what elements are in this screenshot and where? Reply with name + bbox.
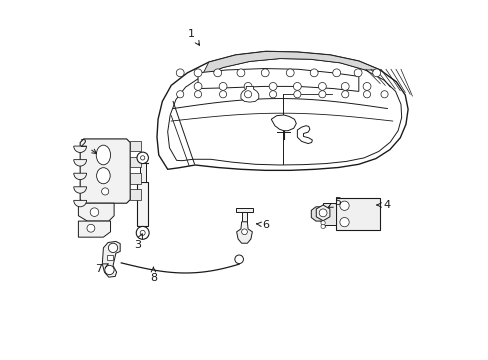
- Polygon shape: [241, 212, 247, 222]
- Polygon shape: [78, 221, 110, 237]
- Polygon shape: [130, 173, 141, 184]
- Circle shape: [90, 208, 99, 216]
- Wedge shape: [74, 187, 86, 193]
- Circle shape: [219, 91, 226, 98]
- Circle shape: [363, 82, 370, 90]
- Circle shape: [320, 224, 325, 229]
- Circle shape: [339, 217, 348, 227]
- Wedge shape: [74, 159, 86, 166]
- Text: 2: 2: [80, 139, 97, 153]
- Polygon shape: [167, 59, 401, 165]
- Wedge shape: [74, 201, 86, 207]
- Polygon shape: [157, 51, 407, 170]
- Circle shape: [293, 82, 301, 90]
- Circle shape: [87, 224, 95, 232]
- Circle shape: [320, 221, 325, 225]
- Text: 8: 8: [149, 267, 157, 283]
- Circle shape: [219, 82, 226, 90]
- Circle shape: [244, 91, 251, 98]
- Circle shape: [241, 229, 247, 235]
- Circle shape: [319, 209, 326, 217]
- Polygon shape: [335, 198, 380, 230]
- Circle shape: [341, 82, 348, 90]
- Circle shape: [332, 69, 340, 77]
- Circle shape: [237, 69, 244, 77]
- Circle shape: [234, 255, 243, 264]
- Circle shape: [309, 69, 317, 77]
- Polygon shape: [236, 222, 252, 243]
- Polygon shape: [241, 86, 258, 102]
- Circle shape: [244, 82, 251, 90]
- Circle shape: [136, 226, 149, 239]
- Polygon shape: [323, 203, 335, 225]
- Polygon shape: [140, 163, 145, 182]
- Circle shape: [293, 91, 300, 98]
- Polygon shape: [297, 126, 312, 144]
- Circle shape: [176, 69, 184, 77]
- Circle shape: [194, 82, 202, 90]
- Circle shape: [213, 69, 221, 77]
- Circle shape: [140, 230, 145, 235]
- Circle shape: [318, 91, 325, 98]
- Circle shape: [269, 91, 276, 98]
- Polygon shape: [311, 207, 323, 221]
- Text: 3: 3: [134, 234, 142, 250]
- Circle shape: [137, 152, 148, 163]
- Circle shape: [372, 69, 380, 77]
- Circle shape: [341, 91, 348, 98]
- Polygon shape: [201, 51, 380, 76]
- Circle shape: [261, 69, 268, 77]
- Polygon shape: [130, 189, 141, 200]
- Circle shape: [353, 69, 361, 77]
- Circle shape: [285, 69, 294, 77]
- Polygon shape: [102, 242, 120, 277]
- Text: 6: 6: [256, 220, 269, 230]
- Circle shape: [339, 201, 348, 210]
- Text: 7: 7: [95, 264, 108, 274]
- Circle shape: [268, 82, 276, 90]
- Polygon shape: [137, 182, 148, 226]
- Circle shape: [363, 91, 370, 98]
- Ellipse shape: [97, 168, 110, 184]
- Circle shape: [380, 91, 387, 98]
- Text: 4: 4: [376, 200, 389, 210]
- Polygon shape: [271, 115, 296, 131]
- Polygon shape: [130, 141, 141, 152]
- Text: 5: 5: [327, 197, 341, 207]
- Polygon shape: [106, 255, 113, 260]
- Text: 1: 1: [188, 28, 199, 45]
- Circle shape: [102, 188, 108, 195]
- Polygon shape: [130, 157, 141, 167]
- Circle shape: [176, 91, 183, 98]
- Circle shape: [194, 69, 202, 77]
- Ellipse shape: [96, 145, 110, 165]
- Polygon shape: [198, 68, 358, 91]
- Polygon shape: [78, 203, 114, 221]
- Polygon shape: [80, 139, 130, 203]
- Circle shape: [104, 265, 114, 275]
- Circle shape: [194, 91, 201, 98]
- Circle shape: [140, 156, 144, 160]
- Wedge shape: [74, 173, 86, 180]
- Polygon shape: [316, 205, 329, 221]
- Wedge shape: [74, 146, 86, 153]
- Polygon shape: [235, 207, 253, 212]
- Circle shape: [108, 243, 118, 252]
- Circle shape: [318, 82, 325, 90]
